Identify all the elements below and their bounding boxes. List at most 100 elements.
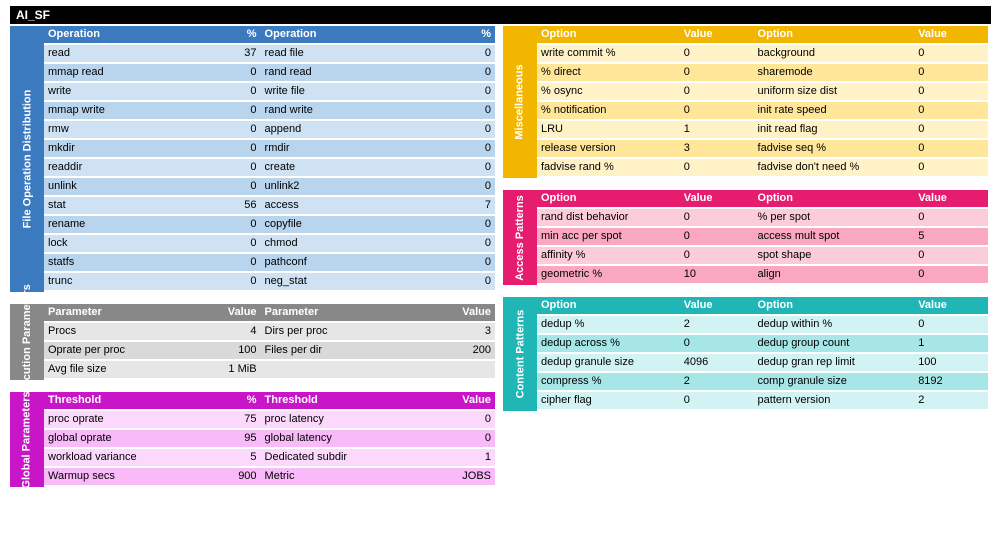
cell: dedup group count	[754, 334, 915, 353]
cell: 3	[680, 139, 754, 158]
col-header: Value	[421, 304, 495, 322]
cell: 200	[421, 341, 495, 360]
cell: neg_stat	[261, 272, 422, 291]
table-row: trunc0neg_stat0	[44, 272, 495, 291]
col-header: Option	[754, 26, 915, 44]
cell: 0	[421, 234, 495, 253]
cell: append	[261, 120, 422, 139]
cell: 0	[914, 101, 988, 120]
global-label: Global Parameters	[10, 392, 44, 487]
cell: 0	[187, 120, 261, 139]
cell: dedup across %	[537, 334, 680, 353]
table-row: workload variance5Dedicated subdir1	[44, 448, 495, 467]
cell: dedup granule size	[537, 353, 680, 372]
table-row: % notification0init rate speed0	[537, 101, 988, 120]
cell: create	[261, 158, 422, 177]
table-row: min acc per spot0access mult spot5	[537, 227, 988, 246]
cell: 0	[187, 215, 261, 234]
cell: write	[44, 82, 187, 101]
cell: 0	[680, 44, 754, 63]
cell: 0	[421, 44, 495, 63]
cell: mmap write	[44, 101, 187, 120]
cell: 0	[680, 227, 754, 246]
col-header: Value	[680, 190, 754, 208]
cell: 0	[187, 63, 261, 82]
cell: 7	[421, 196, 495, 215]
table-row: dedup %2dedup within %0	[537, 315, 988, 334]
cell: comp granule size	[754, 372, 915, 391]
col-header: Value	[914, 26, 988, 44]
cell: 0	[914, 315, 988, 334]
cell: 37	[187, 44, 261, 63]
cell: 0	[914, 208, 988, 227]
cell: 0	[680, 246, 754, 265]
access-section: Access Patterns Option Value Option Valu…	[503, 190, 988, 285]
cell: spot shape	[754, 246, 915, 265]
col-header: Option	[754, 190, 915, 208]
cell: 5	[187, 448, 261, 467]
cell: % per spot	[754, 208, 915, 227]
cell: proc oprate	[44, 410, 187, 429]
cell: % direct	[537, 63, 680, 82]
cell: 8192	[914, 372, 988, 391]
cell: compress %	[537, 372, 680, 391]
cell: 0	[421, 63, 495, 82]
cell: 0	[187, 272, 261, 291]
table-row: mkdir0rmdir0	[44, 139, 495, 158]
cell: 3	[421, 322, 495, 341]
col-header: Value	[914, 190, 988, 208]
cell: init read flag	[754, 120, 915, 139]
col-header: Parameter	[261, 304, 422, 322]
exec-table: Parameter Value Parameter Value Procs4Di…	[44, 304, 495, 380]
cell: access	[261, 196, 422, 215]
table-row: global oprate95global latency0	[44, 429, 495, 448]
cell: 1 MiB	[187, 360, 261, 379]
misc-label: Miscellaneous	[503, 26, 537, 178]
cell: 95	[187, 429, 261, 448]
cell: statfs	[44, 253, 187, 272]
table-row: statfs0pathconf0	[44, 253, 495, 272]
table-row: Procs4Dirs per proc3	[44, 322, 495, 341]
cell: fadvise seq %	[754, 139, 915, 158]
cell: 0	[914, 44, 988, 63]
table-row: read37read file0	[44, 44, 495, 63]
cell: 0	[187, 158, 261, 177]
col-header: Value	[187, 304, 261, 322]
table-row: cipher flag0pattern version2	[537, 391, 988, 410]
cell: 0	[421, 177, 495, 196]
cell: 0	[421, 101, 495, 120]
table-row: geometric %10align0	[537, 265, 988, 284]
cell: global oprate	[44, 429, 187, 448]
cell: Oprate per proc	[44, 341, 187, 360]
table-row: proc oprate75proc latency0	[44, 410, 495, 429]
cell: 2	[914, 391, 988, 410]
cell: 4	[187, 322, 261, 341]
cell: rand dist behavior	[537, 208, 680, 227]
cell: rand write	[261, 101, 422, 120]
cell: dedup within %	[754, 315, 915, 334]
cell: 0	[680, 63, 754, 82]
cell: write file	[261, 82, 422, 101]
cell	[261, 360, 422, 379]
misc-table: Option Value Option Value write commit %…	[537, 26, 988, 178]
cell: sharemode	[754, 63, 915, 82]
cell: 0	[421, 410, 495, 429]
cell: 10	[680, 265, 754, 284]
content-section: Content Patterns Option Value Option Val…	[503, 297, 988, 411]
cell: 0	[680, 208, 754, 227]
cell: 0	[421, 158, 495, 177]
table-row: compress %2comp granule size8192	[537, 372, 988, 391]
table-row: fadvise rand %0fadvise don't need %0	[537, 158, 988, 177]
cell: Files per dir	[261, 341, 422, 360]
table-row: stat56access7	[44, 196, 495, 215]
cell: Dedicated subdir	[261, 448, 422, 467]
table-row: % direct0sharemode0	[537, 63, 988, 82]
cell: 100	[187, 341, 261, 360]
col-header: Threshold	[261, 392, 422, 410]
cell: workload variance	[44, 448, 187, 467]
cell: % osync	[537, 82, 680, 101]
cell: 900	[187, 467, 261, 486]
cell: 0	[914, 246, 988, 265]
cell: 0	[421, 139, 495, 158]
table-row: mmap read0rand read0	[44, 63, 495, 82]
